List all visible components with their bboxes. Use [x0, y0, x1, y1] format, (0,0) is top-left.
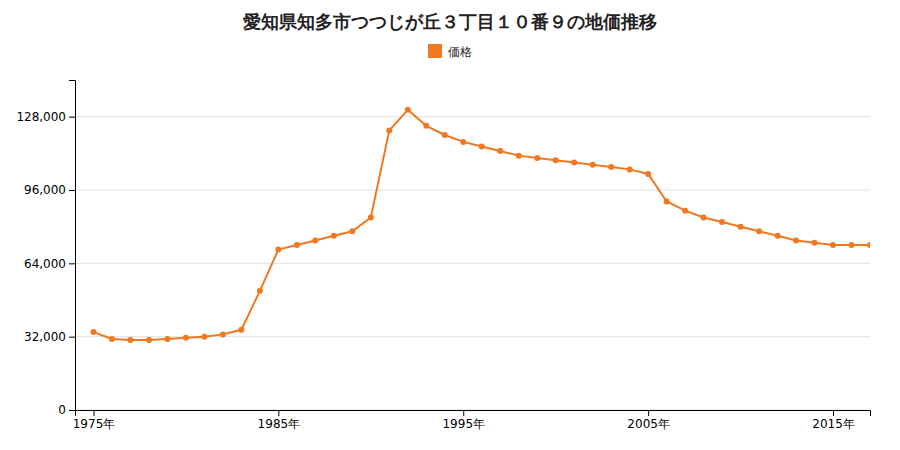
tick-label: 1995年	[442, 417, 485, 431]
tick-mark	[69, 337, 75, 338]
tick: 96,000	[24, 183, 75, 197]
marker	[423, 123, 429, 129]
tick-mark	[278, 410, 279, 416]
marker	[701, 215, 707, 221]
tick: 64,000	[24, 257, 75, 271]
tick-label: 1975年	[73, 417, 116, 431]
tick: 2015年	[812, 410, 855, 431]
marker	[645, 171, 651, 177]
marker	[867, 242, 870, 248]
marker	[238, 327, 244, 333]
marker	[294, 242, 300, 248]
marker	[627, 166, 633, 172]
marker	[775, 233, 781, 239]
tick-mark	[463, 410, 464, 416]
legend-swatch	[428, 44, 442, 58]
tick-label: 128,000	[16, 110, 66, 124]
axis-line	[69, 81, 76, 411]
tick-mark	[69, 117, 75, 118]
marker	[386, 127, 392, 133]
tick-label: 32,000	[24, 330, 66, 344]
marker	[460, 139, 466, 145]
marker	[534, 155, 540, 161]
tick: 1975年	[73, 410, 116, 431]
legend-label: 価格	[448, 45, 472, 59]
tick: 1985年	[258, 410, 301, 431]
grid	[75, 117, 870, 410]
marker	[90, 329, 96, 335]
tick: 32,000	[24, 330, 75, 344]
legend: 価格	[428, 44, 472, 59]
marker	[571, 160, 577, 166]
tick: 128,000	[16, 110, 75, 124]
tick-mark	[833, 410, 834, 416]
marker	[812, 240, 818, 246]
marker	[275, 247, 281, 253]
tick-mark	[93, 410, 94, 416]
plot: 1975年 1985年 1995年 2005年 2015年 0 32,000 64,000 96…	[16, 81, 873, 431]
marker	[127, 337, 133, 343]
marker	[849, 242, 855, 248]
marker	[109, 336, 115, 342]
tick-label: 64,000	[24, 257, 66, 271]
tick: 2005年	[627, 410, 670, 431]
marker	[719, 219, 725, 225]
chart: 愛知県知多市つつじが丘３丁目１０番９の地価推移 1975年 1985年 1995年 20…	[0, 0, 900, 450]
marker	[183, 335, 189, 341]
marker	[349, 228, 355, 234]
marker	[664, 198, 670, 204]
tick-label: 2015年	[812, 417, 855, 431]
marker	[368, 215, 374, 221]
marker	[682, 208, 688, 214]
marks	[90, 107, 870, 343]
x-axis: 1975年 1985年 1995年 2005年 2015年	[73, 410, 871, 431]
tick-label: 96,000	[24, 183, 66, 197]
tick-mark	[69, 190, 75, 191]
marker	[201, 334, 207, 340]
tick-mark	[69, 410, 75, 411]
marker	[312, 237, 318, 243]
marker	[516, 153, 522, 159]
tick-label: 1985年	[258, 417, 301, 431]
marker	[442, 132, 448, 138]
grid-line	[75, 116, 870, 117]
marker	[608, 164, 614, 170]
line	[93, 110, 870, 340]
marker	[553, 157, 559, 163]
tick: 0	[58, 403, 75, 417]
marker	[738, 224, 744, 230]
marker	[220, 331, 226, 337]
marker	[830, 242, 836, 248]
marker	[164, 336, 170, 342]
marker	[405, 107, 411, 113]
legend-item: 価格	[428, 44, 472, 59]
marker	[756, 228, 762, 234]
tick-label: 2005年	[627, 417, 670, 431]
marker	[479, 143, 485, 149]
marker	[146, 337, 152, 343]
y-axis: 0 32,000 64,000 96,000 128,000	[16, 81, 75, 418]
axis-line	[76, 411, 871, 417]
tick-label: 0	[58, 403, 66, 417]
tick: 1995年	[442, 410, 485, 431]
grid-line	[75, 263, 870, 264]
grid-line	[75, 190, 870, 191]
marker	[590, 162, 596, 168]
tick-mark	[69, 263, 75, 264]
marker	[257, 288, 263, 294]
title: 愛知県知多市つつじが丘３丁目１０番９の地価推移	[243, 11, 657, 32]
marker	[331, 233, 337, 239]
marker	[497, 148, 503, 154]
tick-mark	[648, 410, 649, 416]
marker	[793, 237, 799, 243]
